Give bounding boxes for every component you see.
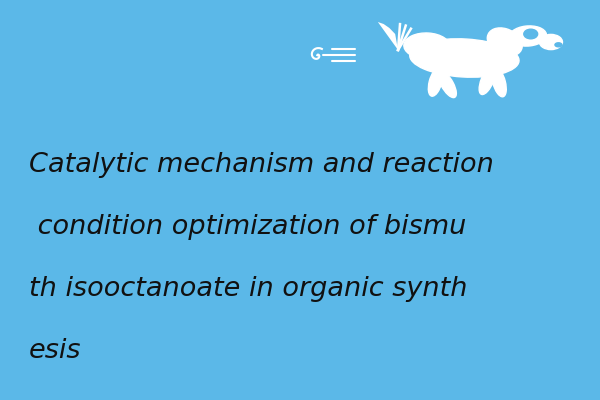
Ellipse shape [509,26,547,46]
Text: Catalytic mechanism and reaction: Catalytic mechanism and reaction [29,152,494,178]
Text: condition optimization of bismu: condition optimization of bismu [29,214,466,240]
Ellipse shape [404,33,450,59]
Ellipse shape [555,43,562,47]
Ellipse shape [428,68,443,96]
Circle shape [524,29,538,39]
Ellipse shape [487,28,522,56]
Text: esis: esis [29,338,82,364]
PathPatch shape [378,22,398,50]
Ellipse shape [479,66,496,94]
Text: th isooctanoate in organic synth: th isooctanoate in organic synth [29,276,467,302]
Ellipse shape [438,70,457,98]
Ellipse shape [539,34,562,50]
Ellipse shape [410,39,519,77]
Ellipse shape [492,67,506,97]
